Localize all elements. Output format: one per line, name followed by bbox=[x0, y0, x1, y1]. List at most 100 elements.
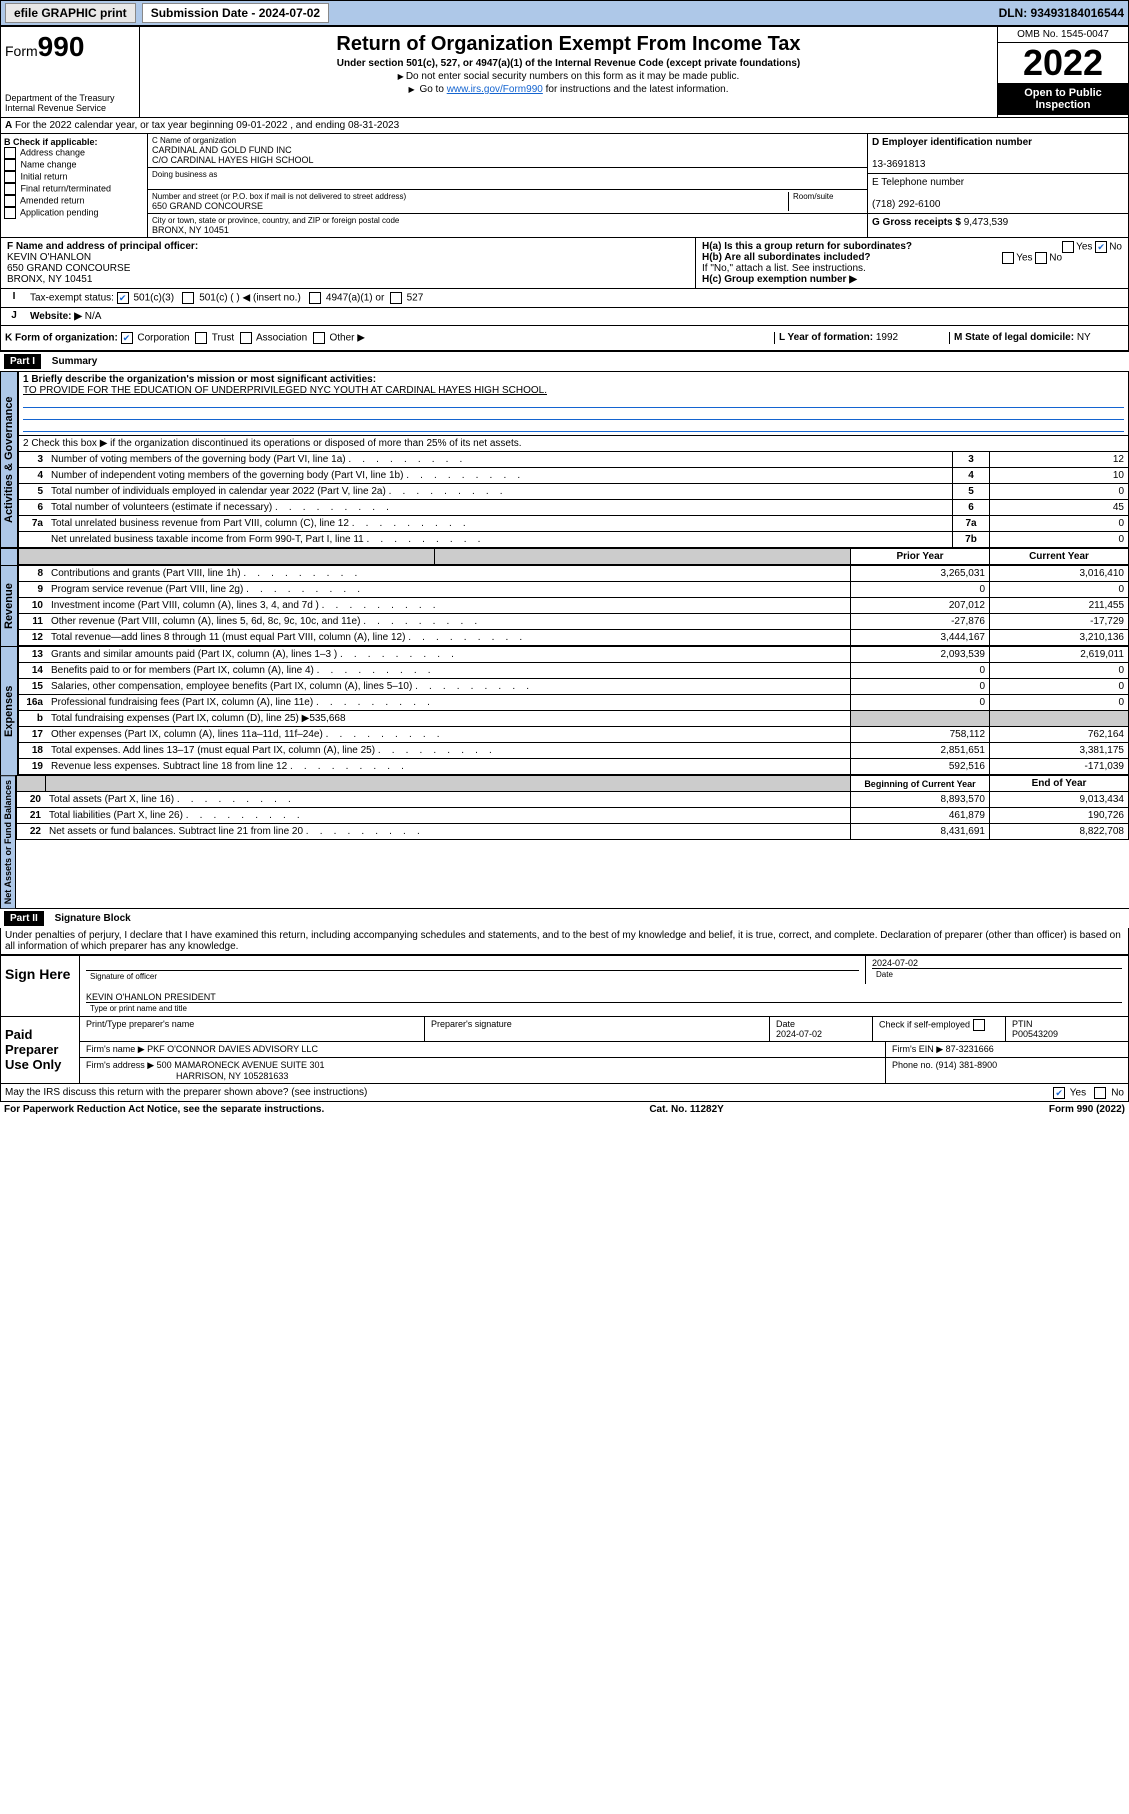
summary-row: 21Total liabilities (Part X, line 26)461… bbox=[17, 808, 1129, 824]
yes-lbl: Yes bbox=[1076, 242, 1092, 253]
sign-here-label: Sign Here bbox=[1, 956, 79, 1016]
end-year-hdr: End of Year bbox=[990, 776, 1129, 792]
addr-label: Number and street (or P.O. box if mail i… bbox=[152, 192, 788, 201]
vlabel-blank bbox=[0, 548, 18, 565]
prior-year-hdr: Prior Year bbox=[851, 549, 990, 565]
line-b-desc: Total fundraising expenses (Part IX, col… bbox=[47, 711, 851, 727]
checkbox-item[interactable]: Address change bbox=[4, 147, 144, 159]
website-value: N/A bbox=[85, 311, 102, 322]
ptin-val: P00543209 bbox=[1012, 1029, 1058, 1039]
k-corp: Corporation bbox=[137, 333, 189, 344]
summary-row: 5Total number of individuals employed in… bbox=[19, 484, 1129, 500]
phone-label: E Telephone number bbox=[872, 177, 964, 188]
summary-row: 13Grants and similar amounts paid (Part … bbox=[19, 647, 1129, 663]
discuss-no: No bbox=[1111, 1088, 1124, 1099]
discuss-label: May the IRS discuss this return with the… bbox=[5, 1087, 367, 1098]
gross-value: 9,473,539 bbox=[964, 217, 1009, 228]
summary-row: 7aTotal unrelated business revenue from … bbox=[19, 516, 1129, 532]
org-address: 650 GRAND CONCOURSE bbox=[152, 201, 788, 211]
org-co: C/O CARDINAL HAYES HIGH SCHOOL bbox=[152, 155, 863, 165]
summary-row: 19Revenue less expenses. Subtract line 1… bbox=[19, 759, 1129, 775]
summary-row: Net unrelated business taxable income fr… bbox=[19, 532, 1129, 548]
state-label: M State of legal domicile: bbox=[954, 332, 1074, 343]
summary-row: 14Benefits paid to or for members (Part … bbox=[19, 663, 1129, 679]
year-formation: 1992 bbox=[876, 332, 898, 343]
form-subtitle: Under section 501(c), 527, or 4947(a)(1)… bbox=[144, 58, 993, 69]
irs-label: Internal Revenue Service bbox=[5, 103, 135, 113]
prep-date: 2024-07-02 bbox=[776, 1029, 822, 1039]
firm-addr2: HARRISON, NY 105281633 bbox=[176, 1071, 288, 1081]
501c3: 501(c)(3) bbox=[133, 293, 174, 304]
dept-label: Department of the Treasury bbox=[5, 93, 135, 103]
line-b-n: b bbox=[19, 711, 48, 727]
prep-name-lbl: Print/Type preparer's name bbox=[79, 1017, 424, 1041]
checkbox-item[interactable]: Amended return bbox=[4, 195, 144, 207]
part1-hdr: Part I bbox=[4, 354, 41, 369]
firm-phone-lbl: Phone no. bbox=[892, 1060, 933, 1070]
date-label: Date bbox=[872, 968, 1122, 980]
part1-title: Summary bbox=[52, 356, 98, 367]
line2: 2 Check this box ▶ if the organization d… bbox=[19, 436, 1129, 452]
sig-date: 2024-07-02 bbox=[872, 958, 918, 968]
4947: 4947(a)(1) or bbox=[326, 293, 384, 304]
room-label: Room/suite bbox=[793, 192, 863, 201]
k-other: Other ▶ bbox=[329, 333, 364, 344]
ptin-lbl: PTIN bbox=[1012, 1019, 1033, 1029]
current-year-hdr: Current Year bbox=[990, 549, 1129, 565]
mission-label: 1 Briefly describe the organization's mi… bbox=[23, 374, 376, 385]
part2-title: Signature Block bbox=[55, 913, 131, 924]
note-goto-pre: Go to bbox=[419, 84, 446, 95]
year-formation-label: L Year of formation: bbox=[779, 332, 873, 343]
top-bar: efile GRAPHIC print Submission Date - 20… bbox=[0, 0, 1129, 26]
dln: DLN: 93493184016544 bbox=[999, 6, 1124, 20]
line-a: For the 2022 calendar year, or tax year … bbox=[15, 120, 399, 131]
website-label: Website: ▶ bbox=[30, 311, 82, 322]
summary-row: 16aProfessional fundraising fees (Part I… bbox=[19, 695, 1129, 711]
yes-lbl2: Yes bbox=[1016, 253, 1032, 264]
declaration: Under penalties of perjury, I declare th… bbox=[0, 928, 1129, 955]
no-lbl: No bbox=[1109, 242, 1122, 253]
footer-left: For Paperwork Reduction Act Notice, see … bbox=[4, 1104, 324, 1115]
efile-btn[interactable]: efile GRAPHIC print bbox=[5, 3, 136, 23]
form-org-label: K Form of organization: bbox=[5, 333, 118, 344]
summary-row: 18Total expenses. Add lines 13–17 (must … bbox=[19, 743, 1129, 759]
firm-addr-lbl: Firm's address ▶ bbox=[86, 1060, 154, 1070]
ein-label: D Employer identification number bbox=[872, 137, 1032, 148]
omb-number: OMB No. 1545-0047 bbox=[998, 27, 1128, 43]
summary-row: 12Total revenue—add lines 8 through 11 (… bbox=[19, 630, 1129, 646]
mission-text: TO PROVIDE FOR THE EDUCATION OF UNDERPRI… bbox=[23, 385, 547, 396]
tax-status-label: Tax-exempt status: bbox=[30, 293, 114, 304]
open-inspection: Open to Public Inspection bbox=[998, 83, 1128, 115]
h-b: H(b) Are all subordinates included? bbox=[702, 252, 871, 263]
firm-phone: (914) 381-8900 bbox=[936, 1060, 998, 1070]
officer-city: BRONX, NY 10451 bbox=[7, 274, 92, 285]
gross-label: G Gross receipts $ bbox=[872, 217, 961, 228]
checkbox-item[interactable]: Application pending bbox=[4, 207, 144, 219]
prep-sig-lbl: Preparer's signature bbox=[424, 1017, 769, 1041]
h-c: H(c) Group exemption number ▶ bbox=[702, 274, 857, 285]
summary-row: 8Contributions and grants (Part VIII, li… bbox=[19, 566, 1129, 582]
note-goto-post: for instructions and the latest informat… bbox=[546, 84, 729, 95]
org-city: BRONX, NY 10451 bbox=[152, 225, 863, 235]
summary-row: 4Number of independent voting members of… bbox=[19, 468, 1129, 484]
checkbox-item[interactable]: Final return/terminated bbox=[4, 183, 144, 195]
name-label: C Name of organization bbox=[152, 136, 863, 145]
vlabel-revenue: Revenue bbox=[0, 565, 18, 646]
summary-row: 11Other revenue (Part VIII, column (A), … bbox=[19, 614, 1129, 630]
instructions-link[interactable]: www.irs.gov/Form990 bbox=[447, 84, 543, 95]
entity-info: B Check if applicable: Address change Na… bbox=[0, 134, 1129, 238]
ein-value: 13-3691813 bbox=[872, 159, 925, 170]
no-lbl2: No bbox=[1049, 253, 1062, 264]
prep-date-lbl: Date bbox=[776, 1019, 795, 1029]
form-header: Form990 Department of the Treasury Inter… bbox=[0, 26, 1129, 118]
form-title: Return of Organization Exempt From Incom… bbox=[144, 33, 993, 56]
checkbox-item[interactable]: Initial return bbox=[4, 171, 144, 183]
checkbox-item[interactable]: Name change bbox=[4, 159, 144, 171]
beg-year-hdr: Beginning of Current Year bbox=[851, 776, 990, 792]
officer-sig-name: KEVIN O'HANLON PRESIDENT bbox=[86, 992, 216, 1002]
box-b-label: B Check if applicable: bbox=[4, 137, 98, 147]
summary-row: 15Salaries, other compensation, employee… bbox=[19, 679, 1129, 695]
h-b-note: If "No," attach a list. See instructions… bbox=[702, 263, 1122, 274]
firm-name: PKF O'CONNOR DAVIES ADVISORY LLC bbox=[147, 1044, 318, 1054]
officer-type-label: Type or print name and title bbox=[86, 1002, 1122, 1014]
